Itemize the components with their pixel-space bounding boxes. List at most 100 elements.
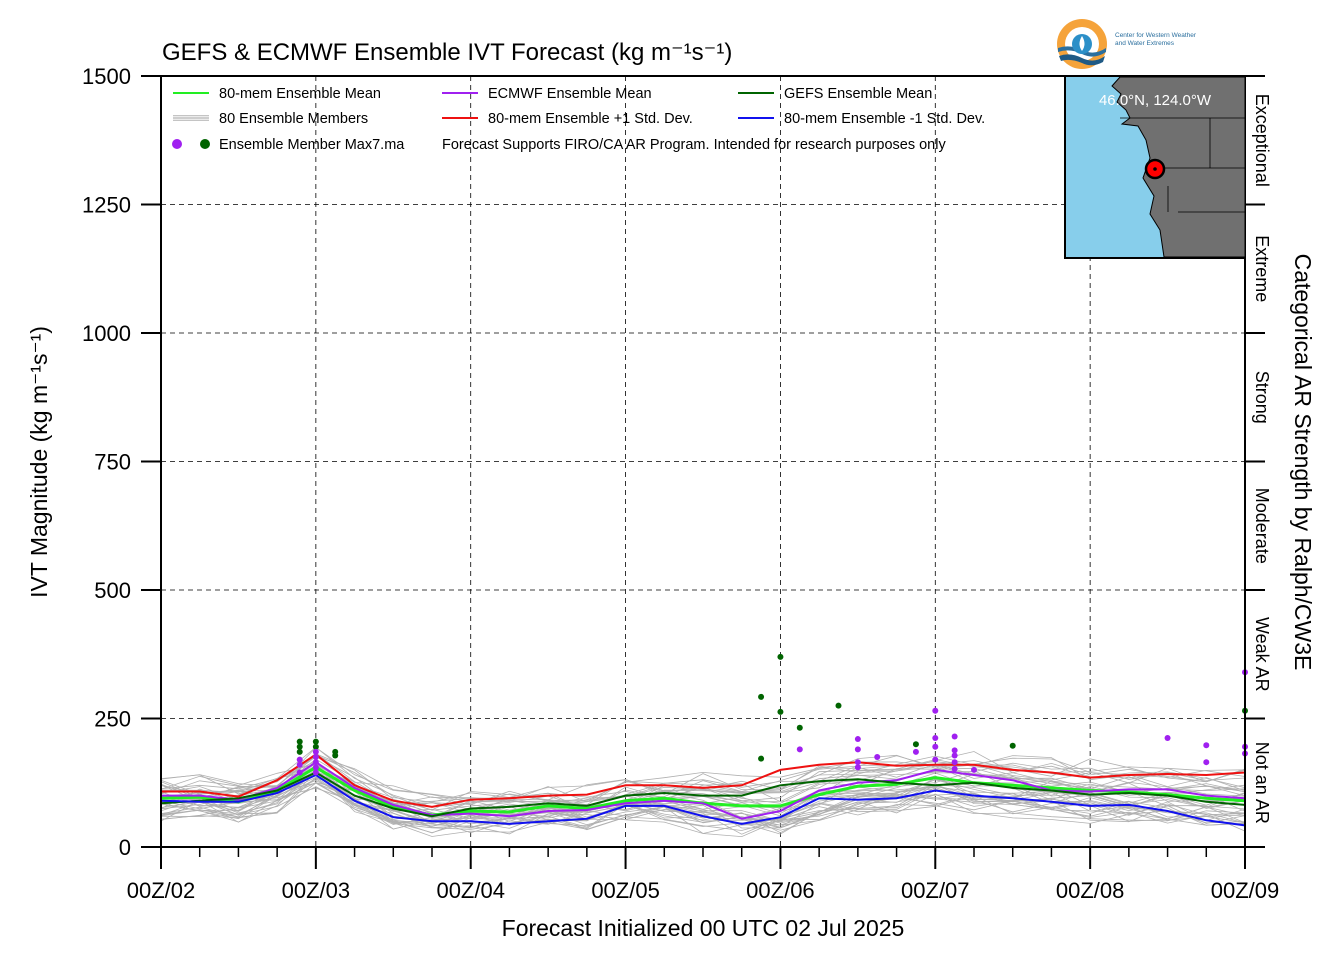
category-label: Not an AR — [1252, 742, 1272, 824]
category-label: Strong — [1252, 371, 1272, 424]
max-marker-point — [1203, 742, 1210, 749]
max-marker-point — [296, 756, 303, 763]
max-marker-point — [951, 759, 958, 766]
x-tick-label: 00Z/04 — [436, 878, 505, 903]
max-marker-point — [332, 752, 339, 759]
max-marker-point — [854, 736, 861, 743]
y-tick-label: 750 — [94, 450, 131, 475]
x-tick-label: 00Z/03 — [282, 878, 351, 903]
y-tick-label: 1500 — [82, 64, 131, 89]
y-tick-label: 250 — [94, 707, 131, 732]
category-label: Exceptional — [1252, 94, 1272, 187]
max-marker-point — [932, 743, 939, 750]
y-tick-label: 1250 — [82, 193, 131, 218]
legend-label: ECMWF Ensemble Mean — [488, 86, 652, 102]
series-line-2 — [160, 771, 1246, 818]
max-marker-point — [296, 761, 303, 768]
ensemble-member-line — [160, 787, 1246, 829]
category-label: Weak AR — [1252, 617, 1272, 692]
legend-label: 80-mem Ensemble -1 Std. Dev. — [784, 111, 985, 127]
max-marker-point — [312, 769, 319, 776]
series-line-3 — [161, 753, 1246, 808]
max-marker-point — [951, 733, 958, 740]
legend: 80-mem Ensemble Mean ECMWF Ensemble Mean G… — [172, 86, 985, 153]
map-inset: 46.0°N, 124.0°W — [1064, 75, 1246, 259]
max-marker-point — [932, 707, 939, 714]
max-marker-point — [835, 702, 842, 709]
max-marker-point — [296, 738, 303, 745]
max-marker-point — [932, 756, 939, 763]
max-marker-point — [854, 764, 861, 771]
max-marker-point — [796, 724, 803, 731]
max-marker-point — [312, 759, 319, 766]
max-marker-point — [312, 738, 319, 745]
max-marker-point — [777, 653, 784, 660]
category-label: Moderate — [1252, 488, 1272, 564]
y-tick-label: 500 — [94, 578, 131, 603]
x-tick-label: 00Z/08 — [1056, 878, 1125, 903]
x-tick-label: 00Z/06 — [746, 878, 815, 903]
legend-marker-gefs — [200, 139, 210, 149]
grid-lines — [161, 76, 1245, 847]
cw3e-logo: Center for Western Weather and Water Ext… — [1056, 18, 1256, 74]
max-marker-point — [312, 764, 319, 771]
max-marker-point — [796, 746, 803, 753]
max-marker-point — [932, 735, 939, 742]
x-tick-labels: 00Z/02 00Z/03 00Z/04 00Z/05 00Z/06 00Z/07 00Z/… — [127, 878, 1280, 903]
y-tick-labels: 0 250 500 750 1000 1250 1500 — [82, 64, 131, 860]
ensemble-member-line — [160, 764, 1246, 812]
max-marker-point — [854, 746, 861, 753]
max-marker-point — [854, 759, 861, 766]
max-marker-point — [912, 741, 919, 748]
logo-text: Center for Western Weather and Water Ext… — [1115, 32, 1197, 47]
max-marker-point — [1164, 735, 1171, 742]
right-axis-label: Categorical AR Strength by Ralph/CW3E — [1290, 254, 1316, 671]
legend-label: 80 Ensemble Members — [219, 111, 368, 127]
ensemble-members — [160, 746, 1246, 838]
max-marker-point — [951, 765, 958, 772]
x-tick-label: 00Z/07 — [901, 878, 970, 903]
series-line-1 — [161, 761, 1246, 820]
max-marker-point — [951, 752, 958, 759]
legend-label: 80-mem Ensemble Mean — [219, 86, 381, 102]
ensemble-member-line — [160, 754, 1246, 811]
x-axis-label: Forecast Initialized 00 UTC 02 Jul 2025 — [502, 915, 905, 941]
max-marker-point — [758, 755, 765, 762]
ensemble-member-line — [160, 746, 1246, 808]
y-axis-label: IVT Magnitude (kg m⁻¹s⁻¹) — [26, 326, 52, 598]
ensemble-member-line — [160, 752, 1246, 805]
max-marker-point — [312, 743, 319, 750]
legend-markers-label: Ensemble Member Max7.ma — [219, 137, 405, 153]
max-marker-point — [758, 693, 765, 700]
legend-label: GEFS Ensemble Mean — [784, 86, 932, 102]
max-marker-point — [874, 754, 881, 761]
x-tick-label: 00Z/09 — [1211, 878, 1280, 903]
max-markers — [296, 653, 1248, 776]
category-labels: Not an AR Weak AR Moderate Strong Extreme Exc… — [1252, 94, 1272, 824]
max-marker-point — [912, 748, 919, 755]
max-marker-point — [312, 754, 319, 761]
x-tick-label: 00Z/02 — [127, 878, 196, 903]
y-tick-label: 0 — [119, 835, 131, 860]
ensemble-member-line — [160, 772, 1246, 828]
ensemble-member-line — [160, 782, 1246, 829]
max-marker-point — [296, 743, 303, 750]
ensemble-member-line — [160, 769, 1246, 834]
max-marker-point — [971, 766, 977, 773]
x-tick-label: 00Z/05 — [591, 878, 660, 903]
max-marker-point — [296, 769, 303, 776]
map-location-label: 46.0°N, 124.0°W — [1099, 92, 1212, 109]
legend-note: Forecast Supports FIRO/CA AR Program. In… — [442, 137, 946, 153]
category-label: Extreme — [1252, 235, 1272, 302]
max-marker-point — [296, 748, 303, 755]
ensemble-member-line — [160, 751, 1246, 811]
max-marker-point — [1009, 742, 1016, 749]
max-marker-point — [312, 748, 319, 755]
max-marker-point — [1203, 759, 1210, 766]
y-tick-label: 1000 — [82, 321, 131, 346]
ensemble-member-line — [160, 786, 1246, 838]
legend-label: 80-mem Ensemble +1 Std. Dev. — [488, 111, 693, 127]
max-marker-point — [777, 708, 784, 715]
series-lines — [160, 753, 1246, 827]
